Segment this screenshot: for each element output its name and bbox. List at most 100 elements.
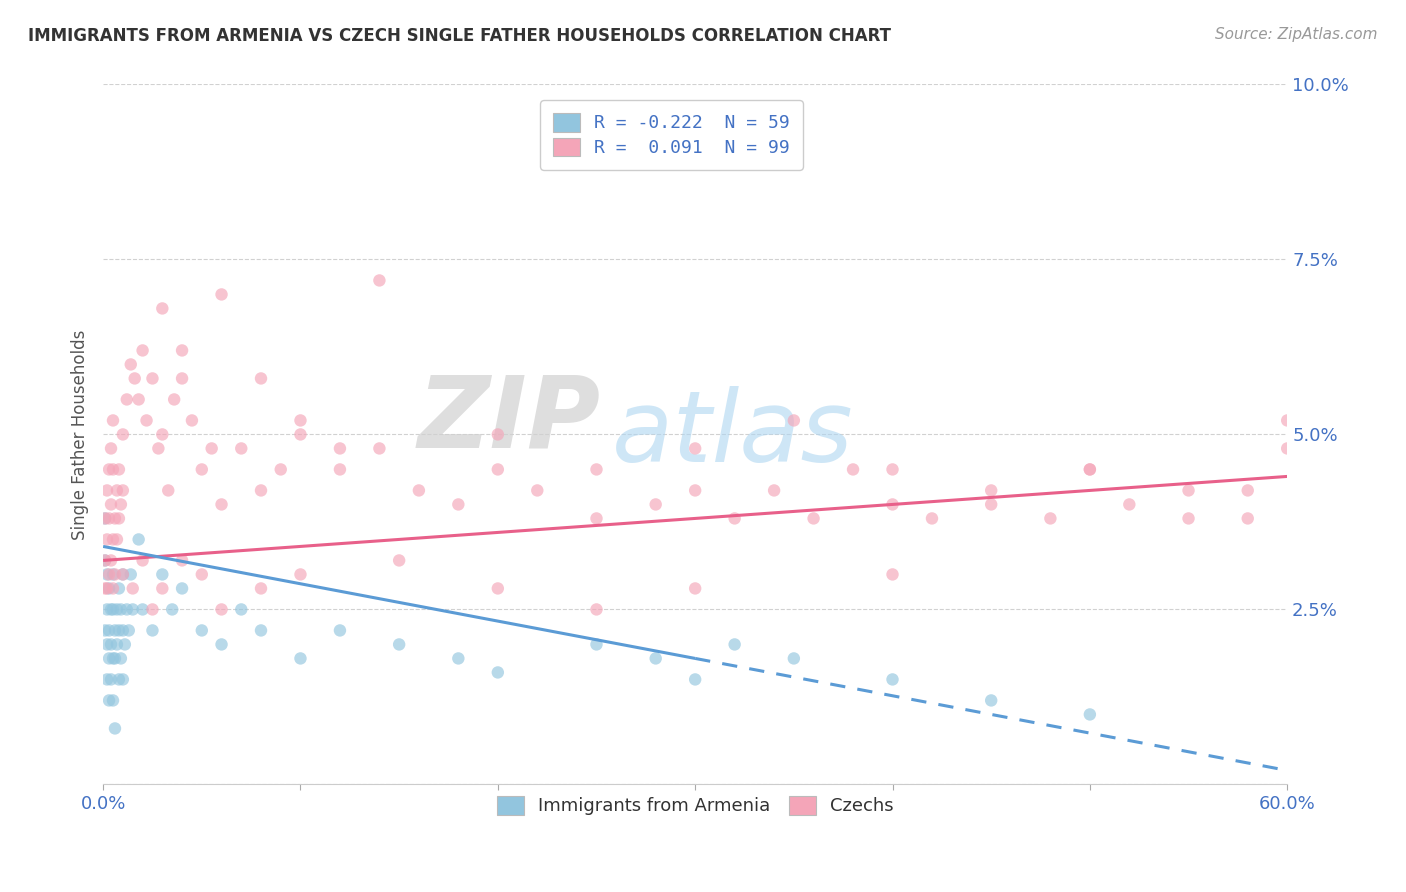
Point bbox=[150, 427, 173, 442]
Point bbox=[211, 498, 233, 512]
Point bbox=[150, 301, 173, 316]
Point bbox=[644, 498, 666, 512]
Point bbox=[110, 651, 132, 665]
Point bbox=[150, 582, 173, 596]
Point bbox=[94, 511, 117, 525]
Point bbox=[131, 553, 153, 567]
Point bbox=[486, 665, 509, 680]
Point bbox=[1078, 462, 1101, 476]
Point bbox=[683, 483, 706, 498]
Point bbox=[882, 498, 904, 512]
Point bbox=[98, 624, 121, 638]
Point bbox=[290, 413, 312, 427]
Point bbox=[100, 602, 122, 616]
Point bbox=[131, 343, 153, 358]
Point bbox=[290, 567, 312, 582]
Point bbox=[447, 498, 470, 512]
Point bbox=[108, 511, 131, 525]
Text: atlas: atlas bbox=[612, 386, 853, 483]
Point bbox=[96, 582, 118, 596]
Point bbox=[270, 462, 292, 476]
Point bbox=[150, 567, 173, 582]
Point bbox=[803, 511, 825, 525]
Point bbox=[104, 651, 127, 665]
Point bbox=[980, 483, 1002, 498]
Point bbox=[110, 498, 132, 512]
Point bbox=[526, 483, 548, 498]
Point bbox=[201, 442, 224, 456]
Point bbox=[1039, 511, 1062, 525]
Point bbox=[1236, 511, 1258, 525]
Point bbox=[148, 442, 170, 456]
Point bbox=[388, 553, 411, 567]
Point bbox=[135, 413, 157, 427]
Point bbox=[170, 553, 193, 567]
Point bbox=[101, 602, 124, 616]
Point bbox=[683, 582, 706, 596]
Point bbox=[96, 602, 118, 616]
Point bbox=[141, 602, 163, 616]
Point bbox=[763, 483, 786, 498]
Point bbox=[191, 567, 214, 582]
Point bbox=[585, 462, 607, 476]
Y-axis label: Single Father Households: Single Father Households bbox=[72, 329, 89, 540]
Point bbox=[110, 602, 132, 616]
Point bbox=[170, 371, 193, 385]
Point bbox=[486, 462, 509, 476]
Point bbox=[1118, 498, 1140, 512]
Point bbox=[98, 693, 121, 707]
Point bbox=[211, 287, 233, 301]
Point bbox=[105, 602, 128, 616]
Point bbox=[486, 427, 509, 442]
Point bbox=[98, 511, 121, 525]
Point bbox=[250, 582, 273, 596]
Point bbox=[96, 673, 118, 687]
Point bbox=[101, 533, 124, 547]
Point bbox=[211, 602, 233, 616]
Point bbox=[101, 567, 124, 582]
Point bbox=[1277, 442, 1299, 456]
Point bbox=[105, 483, 128, 498]
Point bbox=[115, 602, 138, 616]
Point bbox=[96, 533, 118, 547]
Point bbox=[368, 442, 391, 456]
Point bbox=[141, 624, 163, 638]
Point bbox=[104, 511, 127, 525]
Point bbox=[783, 651, 806, 665]
Point bbox=[388, 637, 411, 651]
Point bbox=[724, 637, 747, 651]
Point bbox=[94, 582, 117, 596]
Point bbox=[131, 602, 153, 616]
Point bbox=[1078, 707, 1101, 722]
Point bbox=[120, 358, 142, 372]
Point bbox=[170, 582, 193, 596]
Point bbox=[114, 637, 136, 651]
Point bbox=[683, 442, 706, 456]
Point bbox=[980, 498, 1002, 512]
Point bbox=[105, 533, 128, 547]
Point bbox=[96, 637, 118, 651]
Point bbox=[101, 413, 124, 427]
Point bbox=[585, 602, 607, 616]
Point bbox=[842, 462, 865, 476]
Point bbox=[1177, 511, 1199, 525]
Point bbox=[141, 371, 163, 385]
Point bbox=[157, 483, 180, 498]
Point bbox=[290, 651, 312, 665]
Point bbox=[104, 624, 127, 638]
Point bbox=[368, 273, 391, 287]
Point bbox=[231, 602, 253, 616]
Point bbox=[163, 392, 186, 407]
Text: ZIP: ZIP bbox=[418, 372, 600, 469]
Point bbox=[1078, 462, 1101, 476]
Point bbox=[882, 567, 904, 582]
Point bbox=[96, 567, 118, 582]
Point bbox=[211, 637, 233, 651]
Point bbox=[191, 624, 214, 638]
Point bbox=[329, 624, 352, 638]
Point bbox=[128, 533, 150, 547]
Point bbox=[585, 637, 607, 651]
Point bbox=[447, 651, 470, 665]
Point bbox=[108, 582, 131, 596]
Point bbox=[408, 483, 430, 498]
